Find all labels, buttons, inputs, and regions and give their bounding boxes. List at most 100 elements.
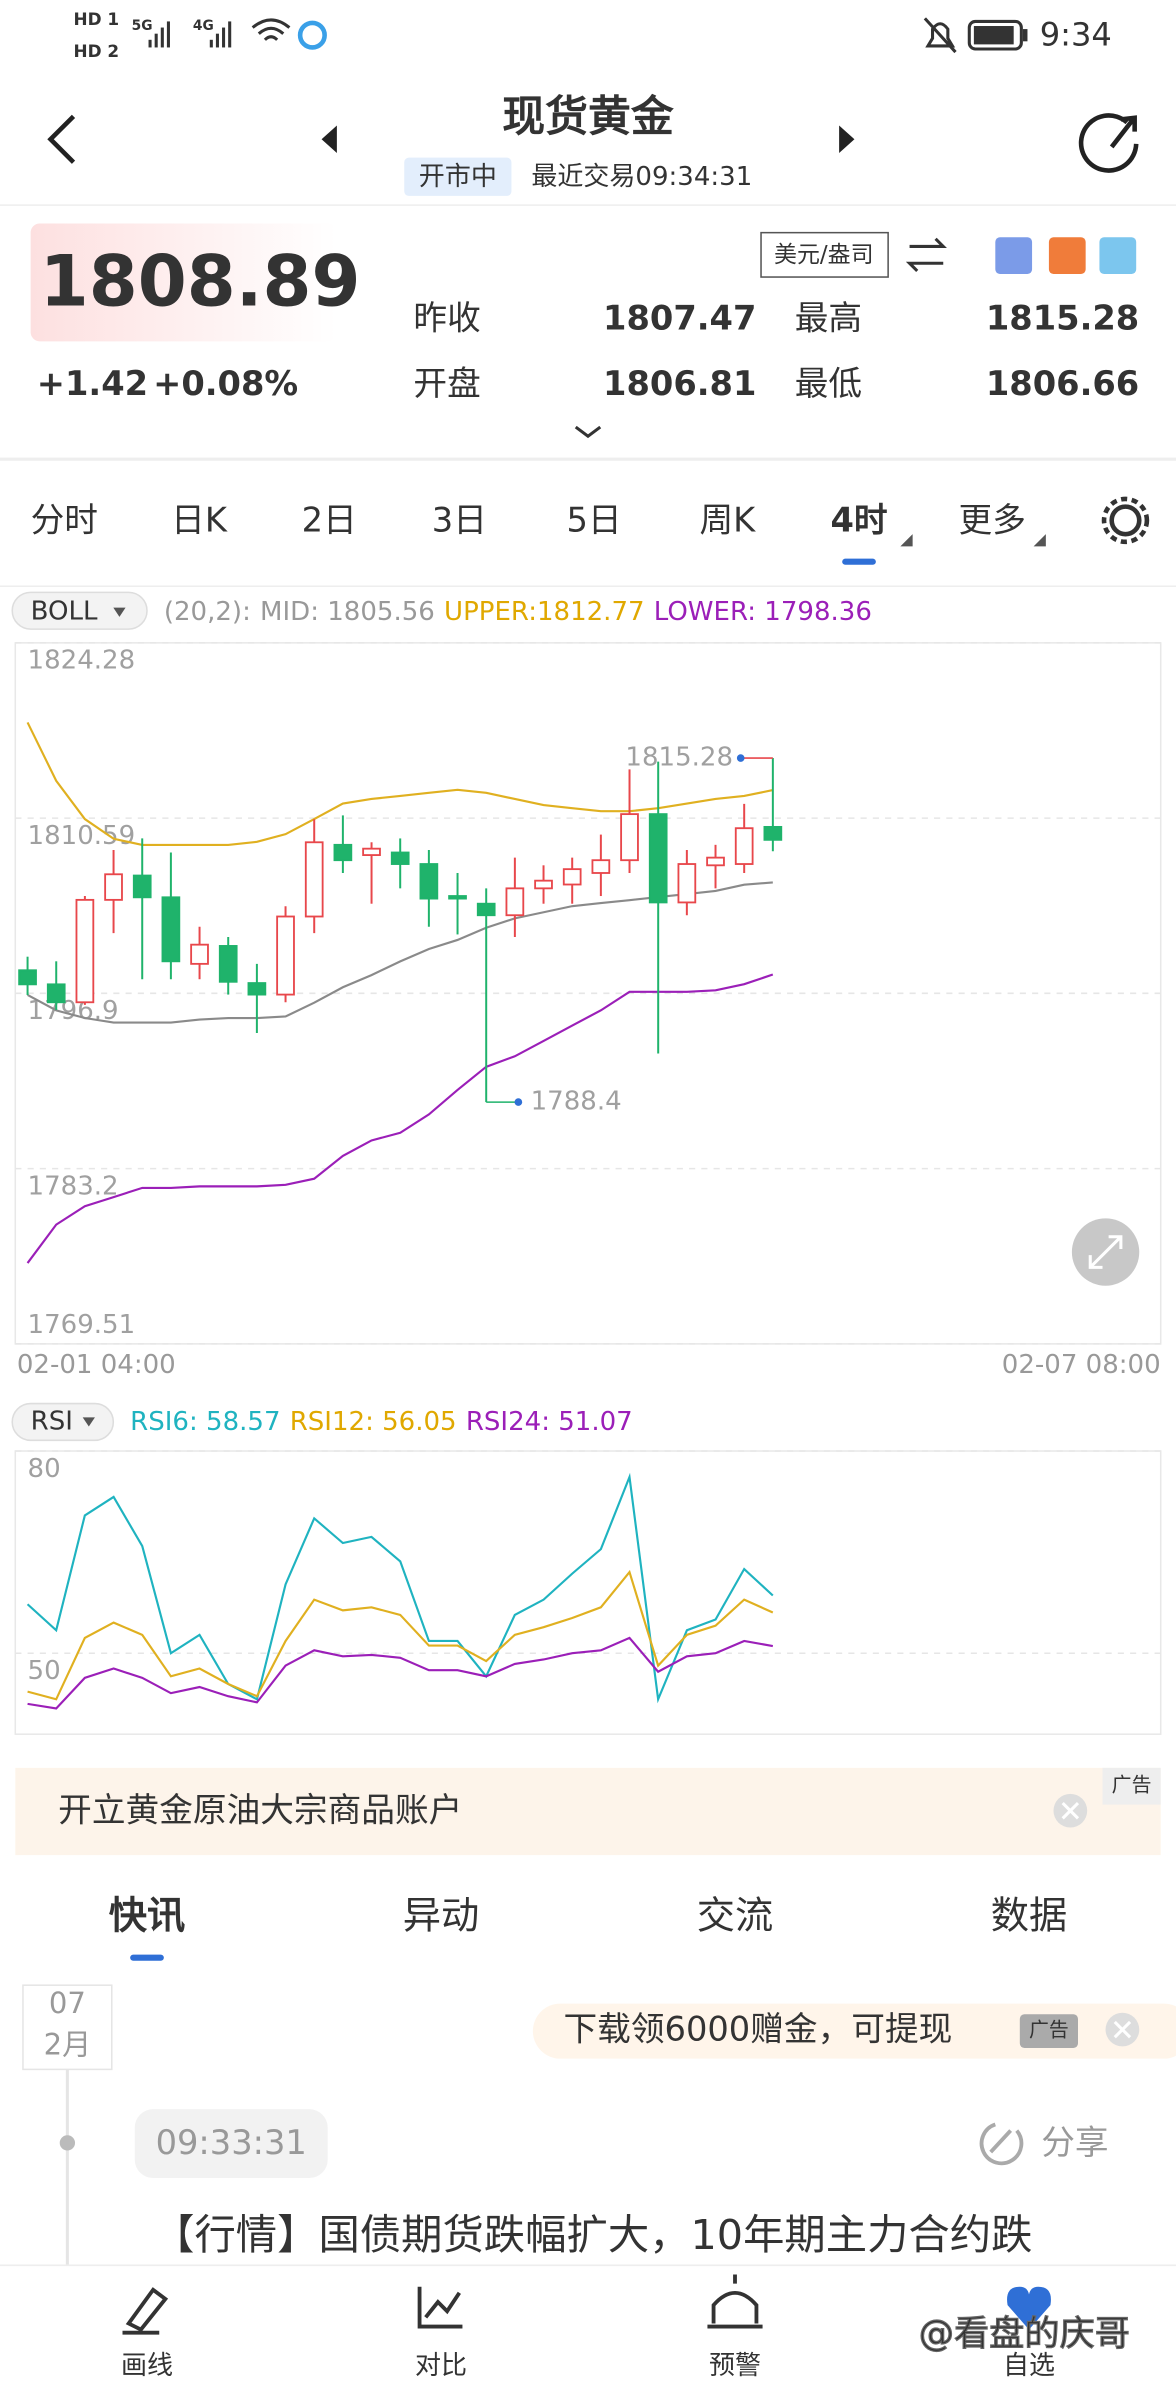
ad-tag-box xyxy=(1019,2014,1078,2048)
network-label: 5G xyxy=(132,18,153,34)
news-tab[interactable]: 数据 xyxy=(991,1893,1068,1938)
share-label: 分享 xyxy=(1041,2123,1108,2162)
candle-body xyxy=(247,982,267,996)
candle-body xyxy=(333,843,353,862)
news-tab[interactable]: 快讯 xyxy=(109,1893,186,1938)
ad-text: 开立黄金原油大宗商品账户 xyxy=(58,1791,462,1830)
indicator-dropdown[interactable] xyxy=(11,591,148,630)
dropdown-arrow xyxy=(82,1417,95,1427)
candle-body xyxy=(677,863,697,904)
y-tick-label: 1783.2 xyxy=(28,1172,119,1202)
candle-body xyxy=(75,898,95,1004)
legend-entry: (20,2): xyxy=(164,597,251,627)
tab-underline xyxy=(842,558,876,565)
tool-icon[interactable] xyxy=(1048,237,1086,274)
candle-body xyxy=(591,859,611,874)
news-headline[interactable]: 【行情】国债期货跌幅扩大，10年期主力合约跌 xyxy=(153,2211,1032,2259)
legend-entry: RSI12: 56.05 xyxy=(290,1406,457,1436)
clock: 9:34 xyxy=(1040,16,1112,54)
candle-body xyxy=(161,896,181,963)
swap-icon[interactable] xyxy=(905,237,947,273)
nav-icon[interactable] xyxy=(1007,2286,1051,2330)
rsi-line xyxy=(27,1569,774,1701)
nav-label[interactable]: 画线 xyxy=(121,2351,173,2381)
price: 1808.89 xyxy=(40,241,361,323)
refresh-button[interactable] xyxy=(1078,113,1139,173)
nav-label[interactable]: 对比 xyxy=(415,2351,467,2381)
legend-entry: UPPER:1812.77 xyxy=(444,597,645,627)
tab-arrow xyxy=(900,534,913,547)
ad-tag-box xyxy=(1102,1767,1161,1805)
candle-body xyxy=(505,887,525,917)
stat-value: 1806.66 xyxy=(986,364,1139,403)
period-tab[interactable]: 周K xyxy=(699,500,756,539)
stat-value: 1806.81 xyxy=(603,364,756,403)
nav-icon[interactable] xyxy=(707,2274,763,2329)
period-tab[interactable]: 3日 xyxy=(432,500,487,539)
tool-icon[interactable] xyxy=(1099,237,1137,274)
y-tick-label: 1769.51 xyxy=(28,1310,136,1340)
period-tabs: 分时 日K 2日 3日 5日 周K 4时 更多 xyxy=(31,500,1046,565)
ad-close[interactable] xyxy=(1053,1793,1088,1828)
timeline-dot xyxy=(59,2135,76,2151)
expand-button[interactable] xyxy=(574,425,602,439)
hd-label: HD 1 xyxy=(74,9,120,29)
stat-label: 开盘 xyxy=(413,364,480,403)
next-button[interactable] xyxy=(839,125,855,154)
candle-body xyxy=(648,813,668,904)
annotation-dot xyxy=(736,754,745,762)
prev-button[interactable] xyxy=(321,125,337,154)
network-label: 4G xyxy=(193,18,214,34)
change: +1.42 xyxy=(37,364,148,403)
candle-body xyxy=(476,902,496,917)
ad-pill[interactable] xyxy=(532,2003,1176,2059)
nav-label[interactable]: 自选 xyxy=(1003,2351,1055,2381)
news-tab[interactable]: 交流 xyxy=(697,1893,774,1938)
boll-line xyxy=(26,721,774,846)
candle-body xyxy=(190,943,209,965)
settings-button[interactable] xyxy=(1101,496,1150,545)
status-text: 开市中 xyxy=(419,162,497,192)
legend-entry: LOWER: 1798.36 xyxy=(654,597,872,627)
ad-banner[interactable] xyxy=(15,1767,1161,1856)
ad-close[interactable] xyxy=(1105,2012,1140,2047)
period-tab[interactable]: 日K xyxy=(171,500,228,539)
back-button[interactable] xyxy=(47,114,76,164)
nav-icon[interactable] xyxy=(122,2287,169,2335)
candle-body xyxy=(419,863,439,900)
tool-icon[interactable] xyxy=(995,237,1033,274)
nav-label[interactable]: 预警 xyxy=(709,2351,761,2381)
share-button[interactable] xyxy=(979,2122,1024,2166)
period-tab[interactable]: 5日 xyxy=(567,500,622,539)
candle-body xyxy=(132,874,152,899)
candle-chart: 1824.281810.591796.91783.21769.511815.28… xyxy=(14,642,1162,1345)
stat-value: 1815.28 xyxy=(986,298,1139,337)
news-tabs: 快讯 异动 交流 数据 xyxy=(109,1893,1068,1961)
news-day: 07 xyxy=(49,1986,86,2020)
news-tab[interactable]: 异动 xyxy=(403,1893,480,1938)
indicator-name: BOLL xyxy=(31,597,98,627)
legend-entry: MID: 1805.56 xyxy=(260,597,435,627)
last-trade: 最近交易09:34:31 xyxy=(531,162,752,192)
legend-entry: RSI6: 58.57 xyxy=(130,1406,280,1436)
hd-label: HD 2 xyxy=(74,41,120,61)
legend-entry: RSI24: 51.07 xyxy=(466,1406,633,1436)
unit-box[interactable] xyxy=(760,231,889,278)
change-pct: +0.08% xyxy=(153,364,298,403)
period-tab[interactable]: 4时 xyxy=(830,500,887,539)
period-tab[interactable]: 2日 xyxy=(302,500,357,539)
candle-body xyxy=(706,856,725,867)
dropdown-arrow xyxy=(113,607,126,617)
stat-label: 最低 xyxy=(795,364,862,403)
fullscreen-button[interactable] xyxy=(1071,1218,1140,1286)
ad-tag: 广告 xyxy=(1112,1774,1152,1797)
y-tick-label: 1824.28 xyxy=(28,646,136,676)
page-title: 现货黄金 xyxy=(502,92,674,142)
period-tab[interactable]: 分时 xyxy=(31,500,98,539)
nav-icon[interactable] xyxy=(417,2286,463,2329)
indicator-dropdown[interactable] xyxy=(11,1402,115,1442)
period-tab[interactable]: 更多 xyxy=(959,500,1026,539)
candle-body xyxy=(763,825,783,841)
